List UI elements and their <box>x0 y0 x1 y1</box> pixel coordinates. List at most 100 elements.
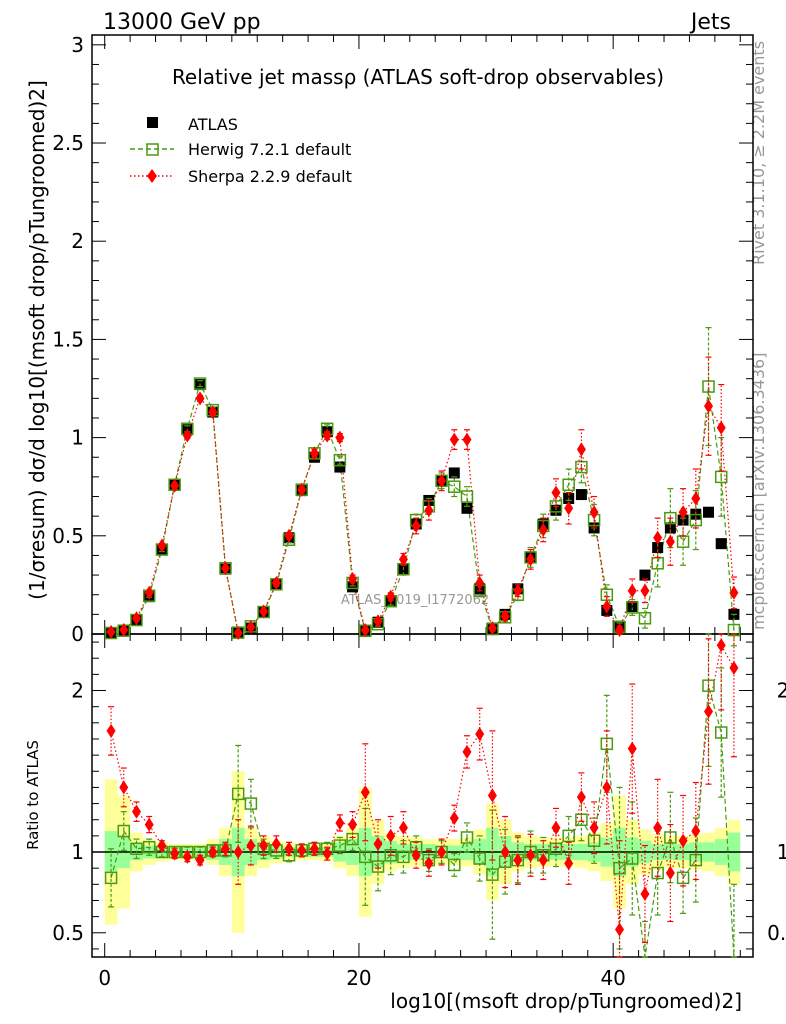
sherpa-ratio-point <box>475 727 485 742</box>
sherpa-ratio-point <box>615 922 625 937</box>
atlas-point <box>347 581 359 593</box>
herwig-ratio-point <box>473 852 486 865</box>
sherpa-ratio-point <box>170 846 180 861</box>
sherpa-point <box>144 585 154 600</box>
sherpa-ratio-point <box>284 841 294 856</box>
herwig-point <box>689 513 703 527</box>
ratio-axes: 0 20 40 0.5 0.5 1 1 2 2 <box>52 634 786 990</box>
atlas-point <box>715 538 727 550</box>
sherpa-ratio-point <box>195 853 205 868</box>
sherpa-ratio-point <box>157 838 167 853</box>
herwig-ratio-point <box>448 858 461 872</box>
sherpa-ratio-point <box>220 841 230 856</box>
atlas-point <box>639 569 651 581</box>
atlas-point <box>652 542 664 554</box>
sherpa-ratio-point <box>551 820 561 835</box>
main-y-tick-label: 1.5 <box>52 327 84 351</box>
legend-sherpa-label: Sherpa 2.2.9 default <box>188 167 352 186</box>
herwig-point <box>638 612 652 625</box>
main-y-tick-label: 0.5 <box>52 524 84 548</box>
sherpa-ratio-point <box>627 741 637 756</box>
atlas-point <box>664 522 676 534</box>
sherpa-ratio-point <box>500 845 510 860</box>
sherpa-point <box>653 530 663 545</box>
sherpa-ratio-point <box>271 836 281 851</box>
sherpa-ratio-point <box>246 838 256 853</box>
main-y-tick-label: 2.5 <box>52 131 84 155</box>
herwig-ratio-point <box>625 852 639 865</box>
sherpa-point <box>398 552 408 567</box>
herwig-ratio-point <box>397 850 410 864</box>
mcplots-reference-text: mcplots.cern.ch [arXiv:1306.3436] <box>749 353 768 630</box>
sherpa-ratio-point <box>449 811 459 826</box>
sherpa-point <box>119 622 129 637</box>
sherpa-point <box>348 572 358 587</box>
sherpa-point <box>589 505 599 520</box>
sherpa-ratio-point <box>513 853 523 868</box>
sherpa-point <box>551 485 561 500</box>
sherpa-point <box>526 552 536 567</box>
ratio-y-tick-label-left: 0.5 <box>52 921 84 945</box>
legend-atlas-label: ATLAS <box>188 115 238 134</box>
x-tick-label: 0 <box>98 966 111 990</box>
herwig-ratio-point <box>676 871 690 885</box>
sherpa-point <box>678 505 688 520</box>
sherpa-point <box>640 583 650 598</box>
herwig-ratio-point <box>333 839 347 852</box>
sherpa-point <box>615 623 625 638</box>
sherpa-ratio-point <box>360 785 370 800</box>
sherpa-point <box>322 428 332 443</box>
sherpa-point <box>729 585 739 600</box>
herwig-ratio-point <box>651 866 664 880</box>
atlas-point <box>461 502 473 514</box>
ratio-y-axis-label: Ratio to ATLAS <box>24 740 42 850</box>
sherpa-point <box>564 501 574 516</box>
main-data-layer <box>104 327 741 647</box>
sherpa-point <box>627 583 637 598</box>
herwig-point <box>562 478 575 491</box>
sherpa-point <box>131 611 141 626</box>
main-y-tick-label: 0 <box>71 622 84 646</box>
x-axis-label: log10[(msoft drop/pTungroomed)2] <box>390 989 742 1013</box>
sherpa-point <box>487 621 497 636</box>
herwig-point <box>664 511 677 525</box>
sherpa-ratio-point <box>487 788 497 803</box>
sherpa-ratio-point <box>297 843 307 858</box>
sherpa-point <box>157 538 167 553</box>
ratio-y-tick-label-right: 0.5 <box>767 921 786 945</box>
sherpa-ratio-point <box>386 828 396 843</box>
sherpa-ratio-point <box>322 846 332 861</box>
analysis-watermark: ATLAS_2019_I1772062 <box>341 593 489 608</box>
plot-title-text: Relative jet massρ (ATLAS soft-drop obse… <box>172 65 664 89</box>
herwig-ratio-point <box>130 842 143 856</box>
sherpa-point <box>106 624 116 639</box>
sherpa-ratio-point <box>131 804 141 819</box>
sherpa-point <box>195 391 205 406</box>
main-y-tick-label: 3 <box>71 33 84 57</box>
sherpa-point <box>449 432 459 447</box>
sherpa-ratio-point <box>182 849 192 864</box>
atlas-point <box>334 461 346 473</box>
sherpa-ratio-point <box>106 723 116 738</box>
herwig-point <box>460 490 474 503</box>
sherpa-ratio-point <box>665 866 675 881</box>
sherpa-ratio-point <box>589 820 599 835</box>
sherpa-point <box>665 534 675 549</box>
herwig-point <box>727 623 741 637</box>
herwig-point <box>448 480 461 493</box>
herwig-ratio-point <box>359 850 372 864</box>
sherpa-ratio-line <box>110 643 735 930</box>
herwig-ratio-point <box>231 787 245 801</box>
sherpa-ratio-point <box>348 817 358 832</box>
sherpa-ratio-point <box>398 820 408 835</box>
sherpa-point <box>386 589 396 604</box>
sherpa-ratio-point <box>564 856 574 871</box>
ratio-data-layer <box>92 633 753 958</box>
sherpa-ratio-point <box>208 845 218 860</box>
sherpa-point <box>411 518 421 533</box>
atlas-point <box>550 504 562 516</box>
sherpa-point <box>500 609 510 624</box>
herwig-ratio-point <box>104 871 118 885</box>
sherpa-point <box>284 528 294 543</box>
sherpa-point <box>335 430 345 445</box>
